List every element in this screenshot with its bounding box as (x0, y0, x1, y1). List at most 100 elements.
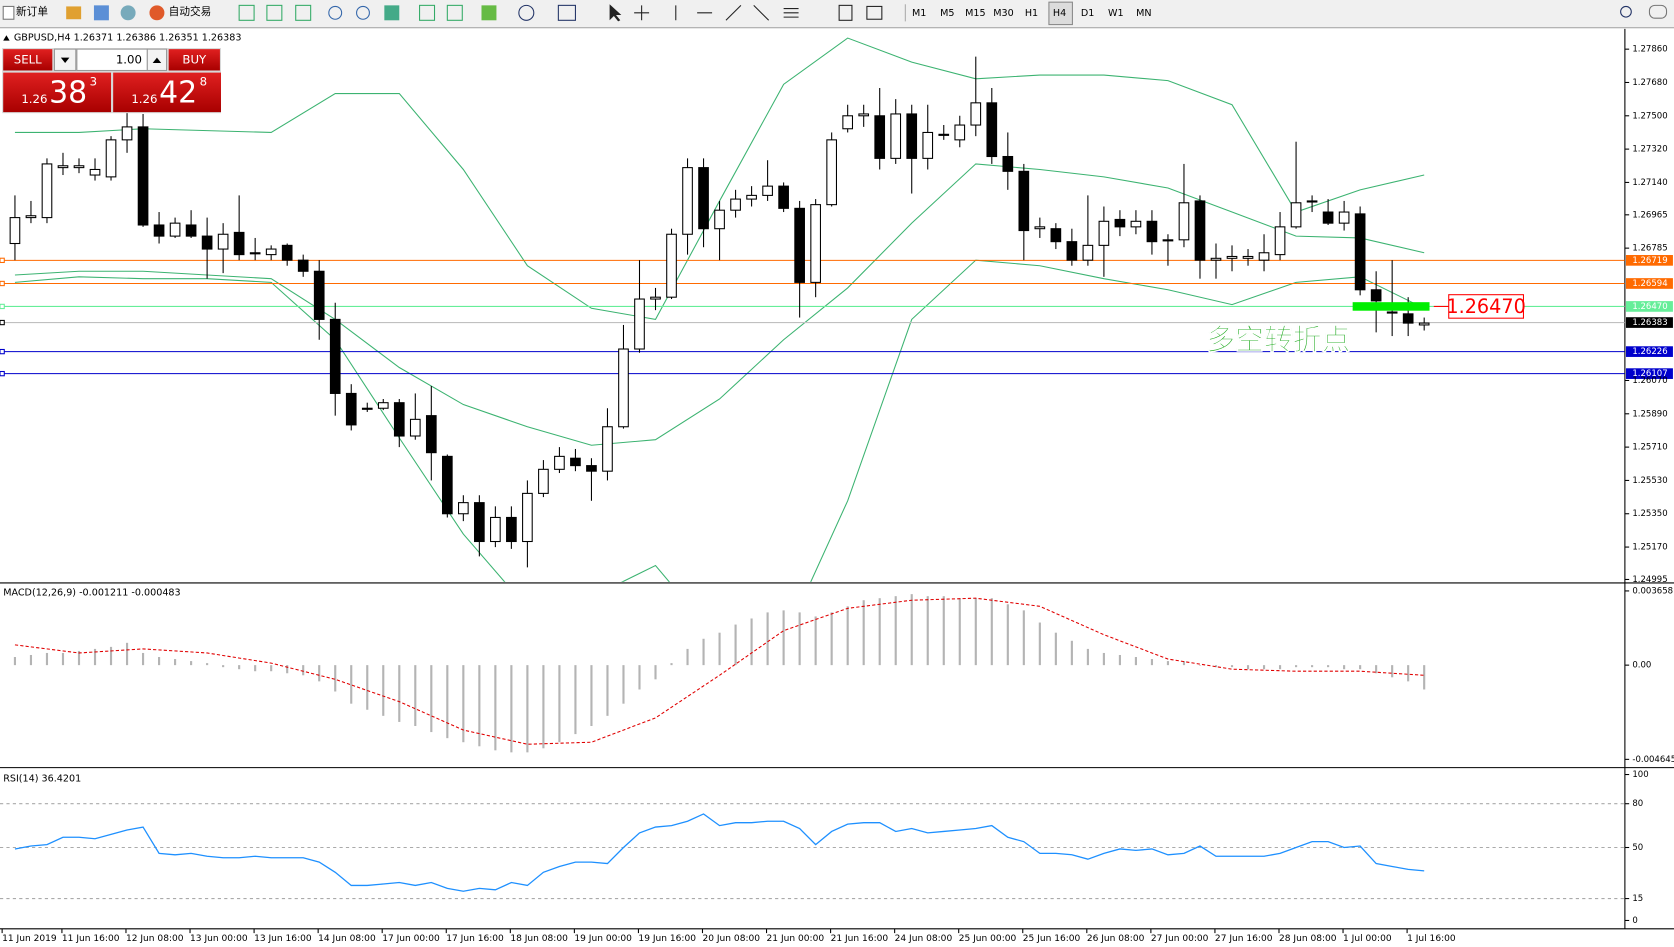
macd-bar (222, 665, 225, 668)
icon[interactable] (328, 5, 343, 20)
x-tick-label: 21 Jun 16:00 (831, 934, 889, 944)
y-tick-label: 1.27680 (1632, 78, 1667, 88)
candle-body (810, 204, 821, 283)
candle-body (217, 233, 229, 250)
candle-body (538, 468, 549, 494)
macd-bar (141, 652, 145, 666)
new-order-icon[interactable] (2, 5, 15, 20)
macd-bar (1278, 665, 1282, 670)
macd-title: MACD(12,26,9) -0.001211 -0.000483 (3, 588, 180, 599)
chat-icon[interactable] (1648, 4, 1668, 19)
macd-bar (1150, 659, 1154, 666)
candle-body (602, 426, 613, 472)
timeframe-button[interactable]: D1 (1081, 8, 1095, 19)
macd-bar (398, 665, 401, 722)
icon[interactable] (384, 5, 400, 21)
timeframe-button[interactable]: M5 (940, 8, 954, 19)
bid-prefix: 1.26 (21, 92, 47, 106)
macd-bar (1102, 652, 1105, 666)
collapse-icon[interactable] (3, 35, 10, 41)
auto-trading[interactable]: 自动交易 (169, 5, 212, 18)
candle-body (570, 457, 581, 467)
x-tick-label: 11 Jun 16:00 (62, 934, 120, 944)
icon[interactable] (557, 4, 576, 21)
level-label-bg (1625, 278, 1673, 289)
macd-bar (590, 665, 593, 726)
icon[interactable] (481, 5, 497, 21)
level-label-bg (1625, 301, 1673, 312)
icon[interactable] (356, 5, 370, 20)
icon[interactable] (866, 5, 883, 20)
x-tick-label: 21 Jun 00:00 (767, 934, 825, 944)
timeframe-button[interactable]: H1 (1025, 8, 1038, 19)
plots: 1.267191.265941.264701.263831.262261.261… (0, 37, 1674, 944)
candle-body (233, 231, 245, 256)
macd-bar (238, 665, 241, 670)
level-handle (0, 348, 5, 355)
candle-body (1162, 239, 1174, 242)
macd-bar (1327, 665, 1330, 668)
candle-body (618, 348, 629, 428)
crosshair-icon[interactable] (634, 5, 650, 21)
lot-value[interactable]: 1.00 (116, 52, 142, 66)
icon[interactable] (266, 4, 283, 21)
icon[interactable] (419, 4, 436, 21)
macd-bar (61, 652, 65, 666)
candle-body (425, 415, 437, 454)
macd-bar (414, 665, 417, 726)
candle-body (9, 217, 21, 245)
macd-bar (446, 665, 449, 739)
candle-body (586, 465, 597, 472)
icon[interactable] (93, 5, 109, 21)
timeframe-button[interactable]: M1 (912, 8, 926, 19)
icon[interactable] (238, 4, 255, 21)
timeframe-button[interactable]: H4 (1053, 8, 1066, 19)
candle-body (474, 502, 485, 543)
auto-trading-icon[interactable] (149, 5, 165, 21)
timeframe-button[interactable]: M30 (993, 8, 1014, 19)
buy-button[interactable] (168, 49, 220, 71)
level-handle (0, 370, 5, 377)
timeframe-button[interactable]: MN (1136, 8, 1151, 19)
x-tick-label: 1 Jul 00:00 (1343, 934, 1392, 944)
macd-bar (766, 612, 769, 666)
candle-body (650, 296, 661, 300)
sell-label[interactable]: SELL (14, 52, 42, 66)
y-tick-label: -0.004645 (1632, 755, 1674, 765)
bid-box[interactable] (3, 72, 112, 113)
timeframe-button[interactable]: M15 (965, 8, 986, 19)
y-tick-label: 1.25890 (1632, 409, 1667, 419)
icon[interactable] (446, 4, 463, 21)
macd-bar (510, 665, 513, 753)
macd-bar (702, 638, 705, 666)
macd-bar (1198, 665, 1202, 666)
macd-bar (1295, 665, 1298, 668)
sell-button[interactable] (3, 49, 53, 71)
macd-bar (654, 665, 657, 680)
x-tick-label: 28 Jun 08:00 (1279, 934, 1337, 944)
level-label: 1.26226 (1632, 347, 1667, 357)
icon[interactable] (295, 4, 312, 21)
icon[interactable] (518, 4, 535, 21)
draw-icons[interactable] (675, 4, 799, 21)
active-timeframe[interactable] (1048, 1, 1073, 26)
buy-label[interactable]: BUY (182, 52, 207, 66)
ask-box[interactable] (113, 72, 221, 113)
y-tick-label: 1.26785 (1632, 244, 1667, 254)
macd-bar (542, 665, 545, 749)
rsi-line (14, 813, 1425, 892)
icon[interactable] (66, 6, 82, 20)
candle-body (89, 168, 101, 176)
new-order[interactable]: 新订单 (16, 5, 48, 18)
search-icon[interactable] (1620, 5, 1632, 18)
timeframe-button[interactable]: W1 (1108, 8, 1124, 19)
level-label-bg (1625, 368, 1673, 379)
callout-label: 1.26470 (1446, 295, 1525, 318)
icon[interactable] (120, 5, 136, 21)
macd-bar (574, 665, 577, 735)
icon[interactable] (838, 4, 853, 21)
y-tick-label: 1.24995 (1632, 575, 1667, 585)
rsi-title: RSI(14) 36.4201 (3, 773, 81, 784)
ask-big: 42 (159, 75, 197, 110)
cursor-icon[interactable] (609, 4, 622, 22)
